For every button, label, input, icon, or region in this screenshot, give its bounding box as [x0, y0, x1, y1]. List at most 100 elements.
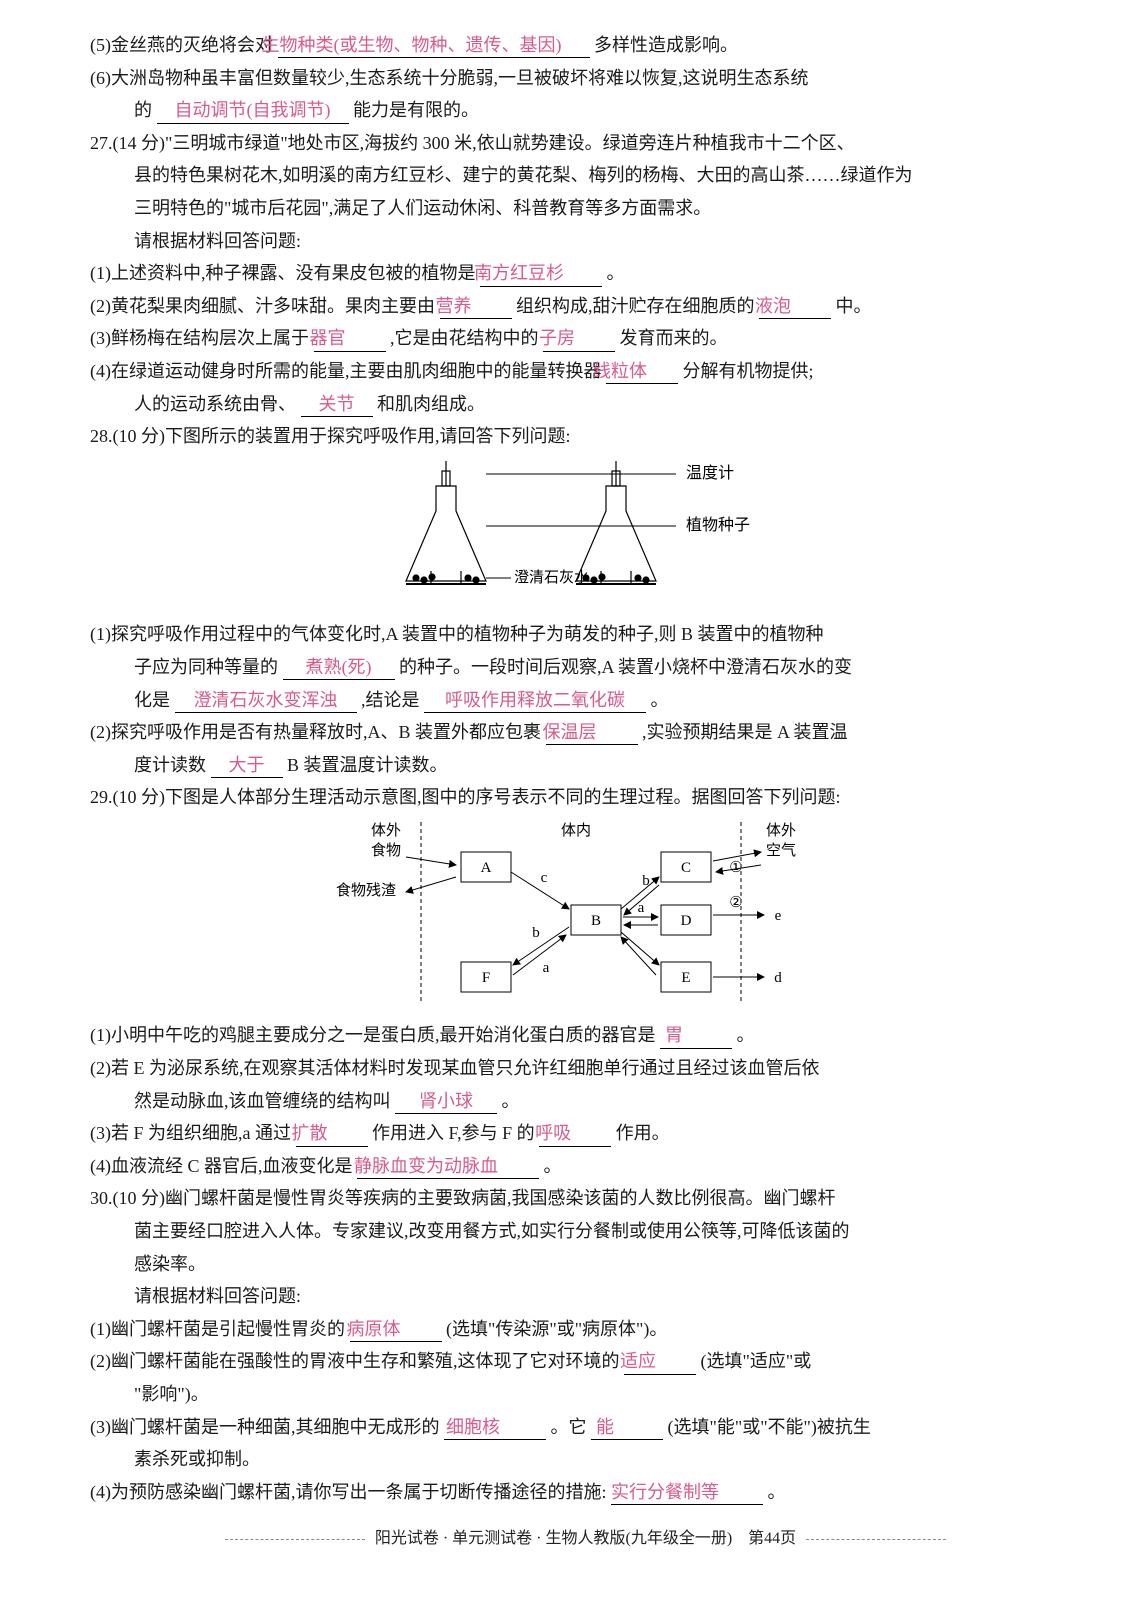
- q27-head: 27.(14 分)"三明城市绿道"地处市区,海拔约 300 米,依山就势建设。绿…: [90, 128, 1081, 159]
- text: B 装置温度计读数。: [287, 755, 448, 775]
- q30-2a: (2)幽门螺杆菌能在强酸性的胃液中生存和繁殖,这体现了它对环境的 适应 (选填"…: [90, 1346, 1081, 1377]
- page-footer: 阳光试卷 · 单元测试卷 · 生物人教版(九年级全一册) 第44页: [90, 1525, 1081, 1552]
- answer: 器官: [314, 327, 386, 351]
- svg-text:a: a: [542, 960, 549, 976]
- text: 的: [134, 100, 152, 120]
- svg-text:②: ②: [729, 895, 742, 911]
- text: (2)幽门螺杆菌能在强酸性的胃液中生存和繁殖,这体现了它对环境的: [90, 1351, 620, 1371]
- text: 。: [768, 1482, 786, 1502]
- text: 能力是有限的。: [353, 100, 479, 120]
- q30-4: (4)为预防感染幽门螺杆菌,请你写出一条属于切断传播途径的措施: 实行分餐制等 …: [90, 1477, 1081, 1508]
- q27-4a: (4)在绿道运动健身时所需的能量,主要由肌肉细胞中的能量转换器 线粒体 分解有机…: [90, 356, 1081, 387]
- svg-text:B: B: [590, 913, 600, 929]
- q26-6b: 的 自动调节(自我调节) 能力是有限的。: [90, 95, 1081, 126]
- text: 和肌肉组成。: [377, 394, 485, 414]
- q28-1c: 化是 澄清石灰水变浑浊 ,结论是 呼吸作用释放二氧化碳 。: [90, 685, 1081, 716]
- svg-text:①: ①: [729, 860, 742, 876]
- text: (3)鲜杨梅在结构层次上属于: [90, 328, 309, 348]
- svg-text:b: b: [532, 925, 540, 941]
- answer: 大于: [211, 754, 283, 778]
- q29-1: (1)小明中午吃的鸡腿主要成分之一是蛋白质,最开始消化蛋白质的器官是 胃 。: [90, 1020, 1081, 1051]
- answer: 线粒体: [606, 360, 678, 384]
- q27-3: (3)鲜杨梅在结构层次上属于 器官 ,它是由花结构中的 子房 发育而来的。: [90, 323, 1081, 354]
- q29-4: (4)血液流经 C 器官后,血液变化是 静脉血变为动脉血 。: [90, 1151, 1081, 1182]
- text: ,它是由花结构中的: [390, 328, 539, 348]
- text: (4)在绿道运动健身时所需的能量,主要由肌肉细胞中的能量转换器: [90, 361, 602, 381]
- text: (1)上述资料中,种子裸露、没有果皮包被的植物是: [90, 263, 476, 283]
- label-thermo: 温度计: [686, 464, 734, 482]
- svg-text:体内: 体内: [560, 822, 590, 839]
- q28-head: 28.(10 分)下图所示的装置用于探究呼吸作用,请回答下列问题:: [90, 421, 1081, 452]
- q27-1: (1)上述资料中,种子裸露、没有果皮包被的植物是 南方红豆杉 。: [90, 258, 1081, 289]
- svg-text:A: A: [480, 860, 491, 876]
- answer: 关节: [301, 393, 373, 417]
- answer: 液泡: [759, 295, 831, 319]
- text: 作用进入 F,参与 F 的: [372, 1123, 535, 1143]
- answer: 静脉血变为动脉血: [357, 1155, 539, 1179]
- text: 化是: [134, 690, 170, 710]
- answer: 能: [591, 1416, 663, 1440]
- svg-text:F: F: [481, 970, 489, 986]
- answer: 煮熟(死): [283, 656, 395, 680]
- q28-2a: (2)探究呼吸作用是否有热量释放时,A、B 装置外都应包裹 保温层 ,实验预期结…: [90, 717, 1081, 748]
- svg-text:体外: 体外: [370, 822, 400, 839]
- svg-text:d: d: [774, 970, 782, 986]
- text: 子应为同种等量的: [134, 657, 278, 677]
- svg-text:C: C: [680, 860, 690, 876]
- q30-head3: 感染率。: [90, 1249, 1081, 1280]
- text: 度计读数: [134, 755, 206, 775]
- text: (选填"传染源"或"病原体")。: [446, 1319, 667, 1339]
- q26-5: (5)金丝燕的灭绝将会对 生物种类(或生物、物种、遗传、基因) 多样性造成影响。: [90, 30, 1081, 61]
- answer: 扩散: [296, 1122, 368, 1146]
- answer: 生物种类(或生物、物种、遗传、基因): [278, 34, 590, 58]
- text: (2)探究呼吸作用是否有热量释放时,A、B 装置外都应包裹: [90, 722, 541, 742]
- text: (选填"适应"或: [701, 1351, 812, 1371]
- q30-1: (1)幽门螺杆菌是引起慢性胃炎的 病原体 (选填"传染源"或"病原体")。: [90, 1314, 1081, 1345]
- q27-head2: 县的特色果树花木,如明溪的南方红豆杉、建宁的黄花梨、梅列的杨梅、大田的高山茶………: [90, 160, 1081, 191]
- q27-ask: 请根据材料回答问题:: [90, 226, 1081, 257]
- text: (2)黄花梨果肉细腻、汁多味甜。果肉主要由: [90, 296, 435, 316]
- answer: 子房: [543, 327, 615, 351]
- answer: 保温层: [546, 721, 638, 745]
- q30-3a: (3)幽门螺杆菌是一种细菌,其细胞中无成形的 细胞核 。它 能 (选填"能"或"…: [90, 1412, 1081, 1443]
- text: 作用。: [616, 1123, 670, 1143]
- text: 组织构成,甜汁贮存在细胞质的: [516, 296, 755, 316]
- text: (1)幽门螺杆菌是引起慢性胃炎的: [90, 1319, 345, 1339]
- text: (3)幽门螺杆菌是一种细菌,其细胞中无成形的: [90, 1417, 440, 1437]
- answer: 呼吸: [539, 1122, 611, 1146]
- answer: 病原体: [350, 1318, 442, 1342]
- q29-head: 29.(10 分)下图是人体部分生理活动示意图,图中的序号表示不同的生理过程。据…: [90, 782, 1081, 813]
- text: (4)为预防感染幽门螺杆菌,请你写出一条属于切断传播途径的措施:: [90, 1482, 607, 1502]
- text: ,结论是: [361, 690, 420, 710]
- q30-2b: "影响")。: [90, 1379, 1081, 1410]
- text: 。: [544, 1156, 562, 1176]
- svg-text:食物残渣: 食物残渣: [335, 882, 395, 899]
- answer: 南方红豆杉: [480, 262, 602, 286]
- answer: 营养: [440, 295, 512, 319]
- answer: 肾小球: [395, 1090, 497, 1114]
- q28-1a: (1)探究呼吸作用过程中的气体变化时,A 装置中的植物种子为萌发的种子,则 B …: [90, 619, 1081, 650]
- text: (5)金丝燕的灭绝将会对: [90, 35, 273, 55]
- q30-head2: 菌主要经口腔进入人体。专家建议,改变用餐方式,如实行分餐制或使用公筷等,可降低该…: [90, 1216, 1081, 1247]
- q28-1b: 子应为同种等量的 煮熟(死) 的种子。一段时间后观察,A 装置小烧杯中澄清石灰水…: [90, 652, 1081, 683]
- label-seeds: 植物种子: [686, 516, 750, 534]
- q26-6a: (6)大洲岛物种虽丰富但数量较少,生态系统十分脆弱,一旦被破坏将难以恢复,这说明…: [90, 63, 1081, 94]
- text: (3)若 F 为组织细胞,a 通过: [90, 1123, 291, 1143]
- q29-diagram: 体外 食物 食物残渣 体内 体外 空气 A B C D E F c b: [90, 817, 1081, 1017]
- text: 发育而来的。: [620, 328, 728, 348]
- text: (1)小明中午吃的鸡腿主要成分之一是蛋白质,最开始消化蛋白质的器官是: [90, 1025, 656, 1045]
- text: 。它: [551, 1417, 587, 1437]
- svg-text:b: b: [642, 873, 650, 889]
- text: ,实验预期结果是 A 装置温: [642, 722, 848, 742]
- svg-text:e: e: [774, 908, 781, 924]
- q30-ask: 请根据材料回答问题:: [90, 1281, 1081, 1312]
- text: 多样性造成影响。: [594, 35, 738, 55]
- answer: 胃: [660, 1024, 732, 1048]
- text: 中。: [836, 296, 872, 316]
- text: 。: [651, 690, 669, 710]
- flask-diagram: 温度计 植物种子 澄清石灰水: [386, 456, 786, 606]
- text: 。: [607, 263, 625, 283]
- q30-head: 30.(10 分)幽门螺杆菌是慢性胃炎等疾病的主要致病菌,我国感染该菌的人数比例…: [90, 1183, 1081, 1214]
- text: 分解有机物提供;: [683, 361, 814, 381]
- physio-diagram: 体外 食物 食物残渣 体内 体外 空气 A B C D E F c b: [306, 817, 866, 1007]
